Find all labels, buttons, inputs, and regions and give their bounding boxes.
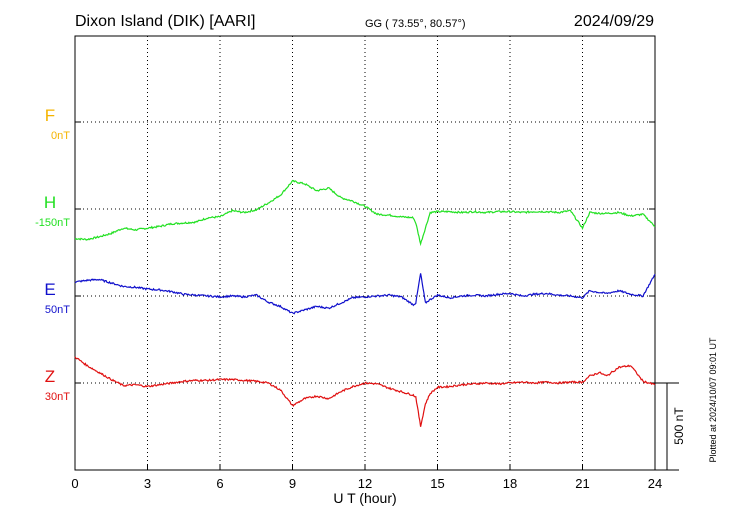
x-tick-label: 6 [216, 476, 223, 491]
x-tick-label: 12 [358, 476, 372, 491]
series-baseline-Z: 30nT [45, 391, 70, 403]
scale-bar-label: 500 nT [672, 407, 686, 445]
series-line-H [74, 179, 656, 247]
scale-bar: 500 nT [655, 382, 686, 471]
x-axis-label: U T (hour) [333, 490, 396, 506]
station-title: Dixon Island (DIK) [AARI] [75, 13, 256, 30]
x-axis-ticks: 0 3 6 9 12 15 18 21 24 [71, 121, 662, 491]
chart-date: 2024/09/29 [574, 13, 654, 30]
series-name-F: F [45, 106, 55, 125]
x-tick-label: 21 [575, 476, 589, 491]
x-tick-label: 0 [71, 476, 78, 491]
series-baseline-E: 50nT [45, 304, 70, 316]
station-coords: GG ( 73.55°, 80.57°) [365, 18, 466, 30]
series-baseline-H: -150nT [35, 217, 70, 229]
series-line-E [74, 273, 656, 315]
series-name-H: H [44, 193, 56, 212]
series-labels: F 0nT H -150nT E 50nT Z 30nT [35, 106, 70, 403]
x-tick-label: 3 [144, 476, 151, 491]
x-tick-label: 9 [289, 476, 296, 491]
plotted-note: Plotted at 2024/10/07 09:01 UT [708, 337, 718, 463]
series-name-E: E [44, 280, 55, 299]
series-lines [74, 179, 656, 427]
series-name-Z: Z [45, 367, 55, 386]
series-line-Z [74, 356, 656, 427]
x-tick-label: 24 [648, 476, 662, 491]
x-tick-label: 15 [430, 476, 444, 491]
grid-lines [75, 36, 655, 470]
x-tick-label: 18 [503, 476, 517, 491]
series-baseline-F: 0nT [51, 130, 70, 142]
